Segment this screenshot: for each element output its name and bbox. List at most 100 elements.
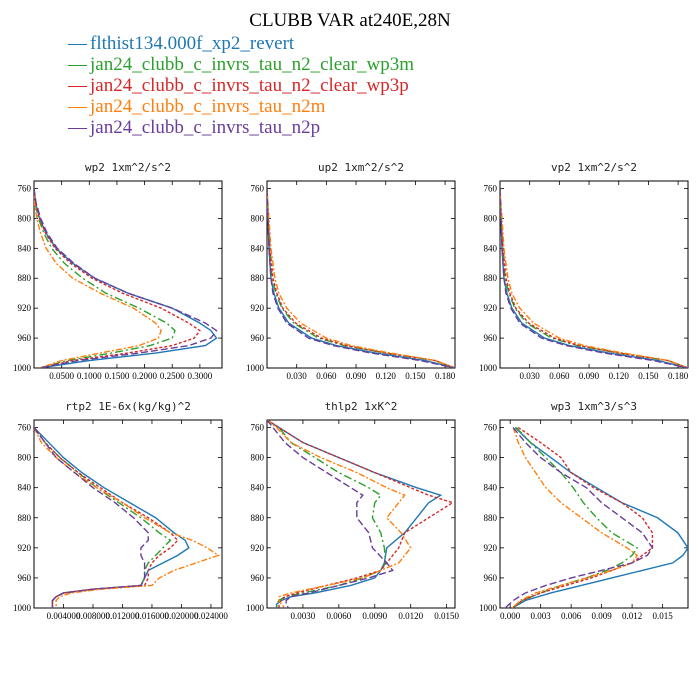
y-tick-label: 800 [484,453,498,463]
series-line [511,427,639,608]
series-line [500,188,688,368]
panel-title: wp2 1xm^2/s^2 [85,161,171,174]
x-tick-label: 0.016000 [135,611,169,621]
y-tick-label: 800 [18,213,32,223]
y-tick-label: 800 [251,453,265,463]
y-tick-label: 880 [18,273,32,283]
y-tick-label: 1000 [13,363,32,373]
legend-label: flthist134.000f_xp2_revert [90,33,295,54]
series-line [267,188,455,368]
x-tick-label: 0.0030 [291,611,316,621]
y-tick-label: 800 [18,453,32,463]
x-tick-label: 0.090 [579,371,600,381]
x-tick-label: 0.006 [561,611,582,621]
y-tick-label: 880 [18,513,32,523]
y-tick-label: 840 [251,243,265,253]
x-tick-label: 0.0150 [434,611,459,621]
x-tick-label: 0.012000 [106,611,140,621]
x-tick-label: 0.3000 [188,371,213,381]
legend-label: jan24_clubb_c_invrs_tau_n2_clear_wp3m [89,54,414,75]
series-line [267,188,455,368]
x-tick-label: 0.060 [549,371,570,381]
y-tick-label: 1000 [246,363,265,373]
legend-entry: — flthist134.000f_xp2_revert [67,33,295,54]
panel: vp2 1xm^2/s^2 760 800 840 880 920 960 1000 0.030… [479,161,689,381]
y-tick-label: 880 [484,273,498,283]
series-line [34,427,149,608]
x-tick-label: 0.2000 [132,371,157,381]
series-line [267,188,455,368]
series-line [34,188,218,368]
y-tick-label: 760 [484,423,498,433]
y-tick-label: 880 [251,273,265,283]
y-tick-label: 760 [484,183,498,193]
panel-title: thlp2 1xK^2 [325,400,398,413]
x-tick-label: 0.009 [591,611,612,621]
series-line [500,188,688,368]
x-tick-label: 0.030 [287,371,308,381]
panel: wp2 1xm^2/s^2 760 800 840 880 920 960 1000 0.050… [13,161,223,381]
series-line [34,188,201,368]
x-tick-label: 0.015 [652,611,673,621]
y-tick-label: 920 [251,543,265,553]
legend-entry: — jan24_clubb_c_invrs_tau_n2_clear_wp3m [67,54,414,75]
panel: wp3 1xm^3/s^3 760 800 840 880 920 960 10000.000… [479,400,689,621]
series-line [34,188,162,368]
panel: thlp2 1xK^2 760 800 840 880 920 960 1000 0.0030 0… [246,400,459,621]
x-tick-label: 0.008000 [76,611,110,621]
plot-frame [266,180,456,369]
series-line [267,188,455,368]
x-tick-label: 0.120 [609,371,630,381]
panel-title: vp2 1xm^2/s^2 [551,161,637,174]
y-tick-label: 960 [18,573,32,583]
y-tick-label: 760 [251,423,265,433]
x-tick-label: 0.0500 [49,371,74,381]
y-tick-label: 960 [484,573,498,583]
panel: rtp2 1E-6x(kg/kg)^2 760 800 840 880 920 960 100… [13,400,228,621]
legend-line-marker: — [67,33,88,54]
x-tick-label: 0.003 [531,611,552,621]
series-line [34,188,218,368]
series-line [34,427,179,608]
panel-title: wp3 1xm^3/s^3 [551,400,637,413]
plot-frame [499,180,689,369]
panel-title: up2 1xm^2/s^2 [318,161,404,174]
y-tick-label: 800 [251,213,265,223]
legend-label: jan24_clubb_c_invrs_tau_n2p [89,117,320,138]
y-tick-label: 840 [484,483,498,493]
x-tick-label: 0.0120 [398,611,423,621]
y-tick-label: 840 [484,243,498,253]
series-line [500,188,688,368]
x-tick-label: 0.0090 [362,611,387,621]
x-tick-label: 0.120 [376,371,397,381]
panel: up2 1xm^2/s^2 760 800 840 880 920 960 1000 0.030… [246,161,456,381]
x-tick-label: 0.030 [520,371,541,381]
x-tick-label: 0.004000 [47,611,81,621]
y-tick-label: 840 [251,483,265,493]
legend: — flthist134.000f_xp2_revert— jan24_clubb_… [67,33,414,138]
figure-title: CLUBB VAR at240E,28N [249,10,451,31]
y-tick-label: 840 [18,483,32,493]
series-line [504,427,654,608]
panel-title: rtp2 1E-6x(kg/kg)^2 [65,400,191,413]
plot-frame [33,419,223,609]
y-tick-label: 760 [18,183,32,193]
x-tick-label: 0.020000 [165,611,199,621]
series-line [500,188,688,368]
panels-grid: wp2 1xm^2/s^2 760 800 840 880 920 960 1000 0.050… [13,161,689,621]
series-line [267,188,455,368]
y-tick-label: 920 [18,543,32,553]
x-tick-label: 0.2500 [160,371,185,381]
y-tick-label: 880 [251,513,265,523]
y-tick-label: 760 [251,183,265,193]
plot-frame [33,180,223,369]
x-tick-label: 0.0060 [326,611,351,621]
x-tick-label: 0.150 [405,371,426,381]
series-line [511,427,688,608]
plot-frame [266,419,456,609]
legend-entry: — jan24_clubb_c_invrs_tau_n2_clear_wp3p [67,75,409,96]
legend-entry: — jan24_clubb_c_invrs_tau_n2p [67,117,320,138]
series-line [267,420,412,608]
y-tick-label: 920 [251,303,265,313]
